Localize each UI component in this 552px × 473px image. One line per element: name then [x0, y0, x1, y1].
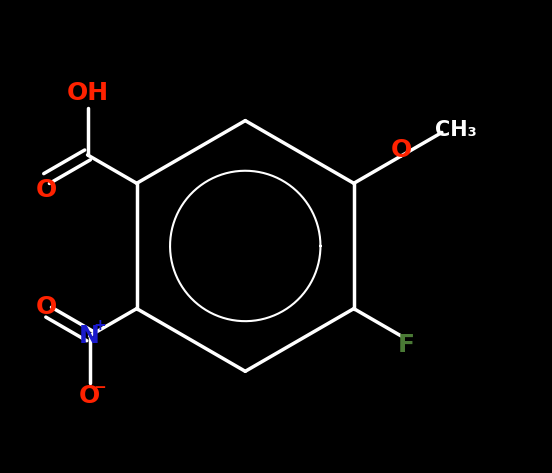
Text: F: F	[398, 333, 415, 357]
Text: +: +	[94, 318, 107, 333]
Text: O: O	[79, 385, 100, 408]
Text: N: N	[79, 324, 100, 348]
Text: O: O	[36, 296, 57, 319]
Text: O: O	[390, 139, 412, 162]
Text: OH: OH	[66, 81, 109, 105]
Text: CH₃: CH₃	[435, 120, 477, 140]
Text: −: −	[94, 380, 107, 395]
Text: O: O	[36, 178, 57, 202]
